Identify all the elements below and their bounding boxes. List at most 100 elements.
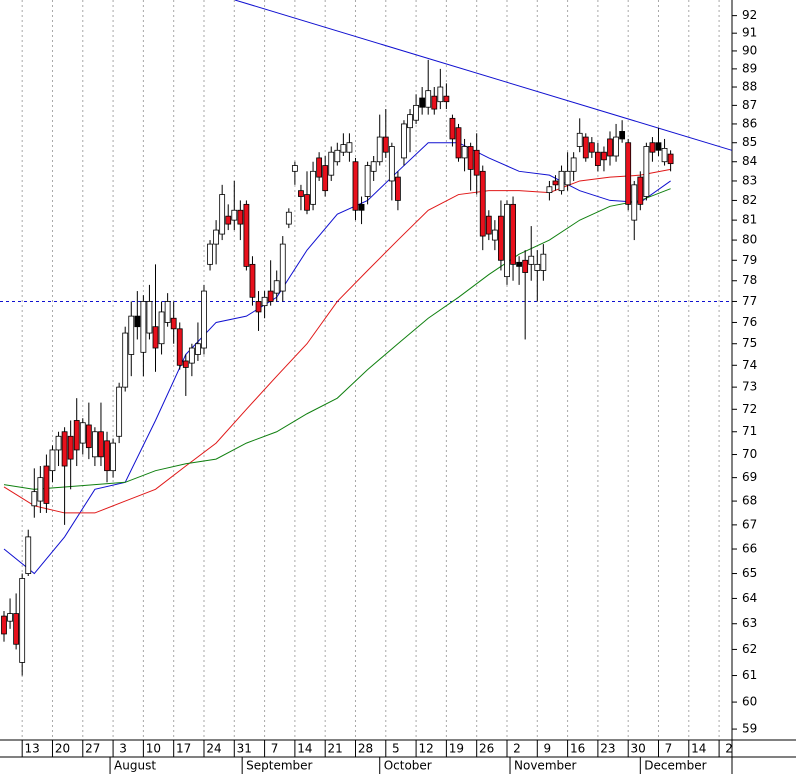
candle-body <box>334 149 341 163</box>
candle-body <box>237 209 244 225</box>
candle-body <box>413 104 419 121</box>
x-tick-label: 28 <box>358 742 373 756</box>
x-tick-label: 12 <box>418 742 433 756</box>
y-tick-label: 89 <box>742 61 757 75</box>
candle-body <box>558 170 565 192</box>
candle-body <box>316 157 323 178</box>
candle-body <box>655 142 662 151</box>
candle-body <box>1 615 7 635</box>
candle-body <box>388 146 395 182</box>
candle-body <box>522 259 529 273</box>
candle-body <box>461 146 468 159</box>
candle-body <box>504 203 510 278</box>
candle-body <box>146 301 153 334</box>
candle-body <box>273 280 280 294</box>
candle-body <box>116 386 123 437</box>
x-tick-label: 10 <box>146 742 161 756</box>
candle-body <box>110 442 116 472</box>
y-tick-label: 63 <box>742 616 757 630</box>
candle-body <box>570 157 577 172</box>
x-tick-label: 5 <box>392 742 400 756</box>
candle-body <box>291 165 298 172</box>
y-tick-label: 84 <box>742 154 757 168</box>
y-tick-label: 81 <box>742 213 757 227</box>
candle-body <box>643 146 650 197</box>
x-tick-label: 13 <box>25 742 40 756</box>
candle-body <box>31 491 38 507</box>
candle-body <box>425 90 432 108</box>
y-tick-label: 82 <box>742 193 757 207</box>
x-tick-label: 17 <box>176 742 191 756</box>
y-tick-label: 79 <box>742 253 757 267</box>
candle-body <box>104 440 110 472</box>
candle-body <box>601 151 607 161</box>
candle-body <box>667 153 674 165</box>
x-tick-label: 3 <box>119 742 127 756</box>
candle-body <box>225 215 232 225</box>
candle-body <box>304 194 310 211</box>
candle-body <box>358 203 365 211</box>
candle-body <box>37 477 44 502</box>
y-tick-label: 88 <box>742 80 757 94</box>
y-tick-label: 66 <box>742 542 757 556</box>
candle-body <box>164 301 171 323</box>
candle-body <box>649 142 656 153</box>
candle-body <box>376 136 383 163</box>
candle-body <box>195 343 201 355</box>
candle-body <box>352 161 359 211</box>
candle-body <box>322 165 329 192</box>
y-tick-label: 62 <box>742 642 757 656</box>
candle-body <box>491 229 498 241</box>
candle-body <box>479 170 486 237</box>
y-tick-label: 68 <box>742 494 757 508</box>
x-tick-label: 31 <box>237 742 252 756</box>
y-tick-label: 61 <box>742 668 757 682</box>
candle-body <box>540 253 547 271</box>
y-tick-label: 65 <box>742 566 757 580</box>
candle-body <box>310 170 316 205</box>
x-tick-label: 19 <box>449 742 464 756</box>
candle-body <box>85 424 92 449</box>
x-tick-label: 7 <box>665 742 673 756</box>
candle-body <box>298 190 304 197</box>
candle-body <box>637 176 644 205</box>
candle-body <box>7 613 13 622</box>
candle-body <box>564 170 571 186</box>
candle-body <box>552 180 559 186</box>
candle-body <box>340 144 347 153</box>
x-tick-label: 9 <box>543 742 551 756</box>
candle-body <box>67 435 74 460</box>
candle-body <box>625 142 632 205</box>
y-tick-label: 60 <box>742 695 757 709</box>
candle-body <box>152 326 159 349</box>
y-tick-label: 70 <box>742 447 757 461</box>
y-tick-label: 80 <box>742 233 757 247</box>
candle-body <box>594 151 601 166</box>
candle-body <box>79 422 86 444</box>
candle-body <box>128 315 135 355</box>
month-label: August <box>114 759 156 773</box>
candle-body <box>261 296 268 307</box>
candle-body <box>255 301 262 313</box>
candle-body <box>498 215 504 261</box>
candle-body <box>588 142 595 153</box>
y-tick-label: 75 <box>742 336 757 350</box>
x-tick-label: 26 <box>479 742 494 756</box>
y-tick-label: 85 <box>742 135 757 149</box>
y-tick-label: 59 <box>742 722 757 736</box>
candle-body <box>213 229 220 245</box>
candle-body <box>419 97 426 108</box>
candle-body <box>382 136 389 153</box>
candle-body <box>576 132 583 147</box>
month-label: September <box>246 759 312 773</box>
candle-body <box>201 290 207 349</box>
y-tick-label: 78 <box>742 273 757 287</box>
month-label: November <box>514 759 576 773</box>
candle-body <box>534 263 541 271</box>
candle-body <box>188 347 195 364</box>
candle-body <box>613 136 619 157</box>
candle-body <box>485 215 492 235</box>
y-tick-label: 87 <box>742 98 757 112</box>
x-tick-label: 14 <box>691 742 706 756</box>
